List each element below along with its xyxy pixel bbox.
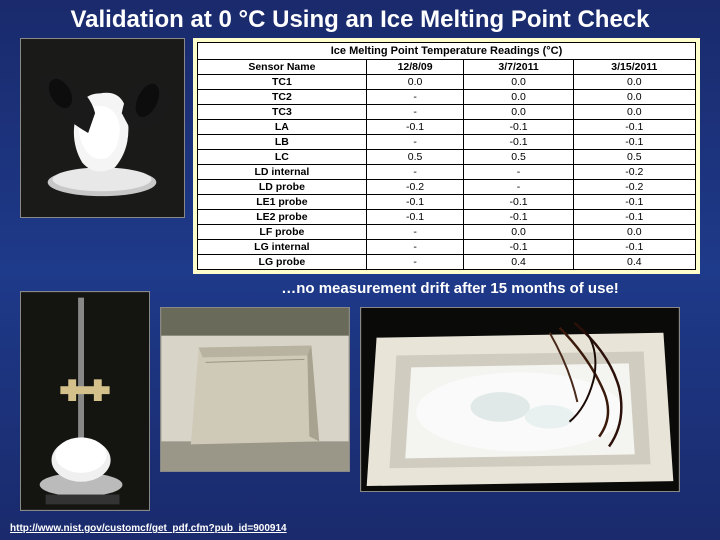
table-row: LE1 probe-0.1-0.1-0.1 bbox=[198, 195, 696, 210]
sensor-name-cell: LD probe bbox=[198, 180, 367, 195]
sensor-name-cell: LC bbox=[198, 150, 367, 165]
value-cell: 0.0 bbox=[464, 75, 573, 90]
value-cell: -0.1 bbox=[464, 120, 573, 135]
value-cell: - bbox=[366, 240, 464, 255]
value-cell: 0.0 bbox=[573, 90, 695, 105]
column-header: Sensor Name bbox=[198, 60, 367, 75]
value-cell: 0.0 bbox=[366, 75, 464, 90]
table-row: LC0.50.50.5 bbox=[198, 150, 696, 165]
table-row: LA-0.1-0.1-0.1 bbox=[198, 120, 696, 135]
value-cell: 0.0 bbox=[573, 75, 695, 90]
value-cell: 0.0 bbox=[464, 225, 573, 240]
table-row: LF probe-0.00.0 bbox=[198, 225, 696, 240]
table-row: TC10.00.00.0 bbox=[198, 75, 696, 90]
photo-ice-cooler bbox=[360, 307, 680, 492]
sensor-name-cell: LG internal bbox=[198, 240, 367, 255]
table-row: LB--0.1-0.1 bbox=[198, 135, 696, 150]
photo-ice-hand bbox=[20, 38, 185, 218]
sensor-name-cell: LE2 probe bbox=[198, 210, 367, 225]
value-cell: -0.1 bbox=[573, 195, 695, 210]
value-cell: -0.1 bbox=[366, 210, 464, 225]
column-header: 12/8/09 bbox=[366, 60, 464, 75]
table-row: TC2-0.00.0 bbox=[198, 90, 696, 105]
sensor-name-cell: TC2 bbox=[198, 90, 367, 105]
table-row: LD internal---0.2 bbox=[198, 165, 696, 180]
value-cell: -0.1 bbox=[366, 120, 464, 135]
citation-link[interactable]: http://www.nist.gov/customcf/get_pdf.cfm… bbox=[10, 523, 287, 534]
value-cell: - bbox=[464, 180, 573, 195]
photo-foam-box bbox=[160, 307, 350, 472]
sensor-name-cell: LA bbox=[198, 120, 367, 135]
value-cell: -0.2 bbox=[573, 165, 695, 180]
value-cell: - bbox=[366, 225, 464, 240]
table-row: LD probe-0.2--0.2 bbox=[198, 180, 696, 195]
value-cell: -0.1 bbox=[464, 195, 573, 210]
value-cell: 0.0 bbox=[464, 105, 573, 120]
value-cell: -0.1 bbox=[464, 135, 573, 150]
value-cell: 0.5 bbox=[573, 150, 695, 165]
upper-row: Ice Melting Point Temperature Readings (… bbox=[0, 38, 720, 274]
table-row: LG internal--0.1-0.1 bbox=[198, 240, 696, 255]
value-cell: - bbox=[464, 165, 573, 180]
caption-text: …no measurement drift after 15 months of… bbox=[180, 280, 720, 297]
table-row: LE2 probe-0.1-0.1-0.1 bbox=[198, 210, 696, 225]
value-cell: -0.1 bbox=[573, 120, 695, 135]
value-cell: 0.5 bbox=[464, 150, 573, 165]
value-cell: -0.1 bbox=[573, 240, 695, 255]
photo-lab-stand bbox=[20, 291, 150, 511]
value-cell: -0.2 bbox=[573, 180, 695, 195]
sensor-name-cell: LD internal bbox=[198, 165, 367, 180]
sensor-name-cell: TC3 bbox=[198, 105, 367, 120]
sensor-name-cell: LF probe bbox=[198, 225, 367, 240]
sensor-name-cell: LG probe bbox=[198, 255, 367, 270]
value-cell: - bbox=[366, 135, 464, 150]
readings-table: Ice Melting Point Temperature Readings (… bbox=[197, 42, 696, 270]
slide-title: Validation at 0 °C Using an Ice Melting … bbox=[0, 0, 720, 38]
table-row: LG probe-0.40.4 bbox=[198, 255, 696, 270]
lower-row bbox=[0, 301, 720, 511]
column-header: 3/7/2011 bbox=[464, 60, 573, 75]
value-cell: - bbox=[366, 165, 464, 180]
data-table-container: Ice Melting Point Temperature Readings (… bbox=[193, 38, 700, 274]
value-cell: 0.0 bbox=[464, 90, 573, 105]
column-header: 3/15/2011 bbox=[573, 60, 695, 75]
value-cell: -0.1 bbox=[573, 135, 695, 150]
sensor-name-cell: LE1 probe bbox=[198, 195, 367, 210]
sensor-name-cell: LB bbox=[198, 135, 367, 150]
table-row: TC3-0.00.0 bbox=[198, 105, 696, 120]
table-title: Ice Melting Point Temperature Readings (… bbox=[198, 43, 696, 60]
value-cell: 0.0 bbox=[573, 105, 695, 120]
value-cell: - bbox=[366, 255, 464, 270]
value-cell: -0.2 bbox=[366, 180, 464, 195]
value-cell: 0.5 bbox=[366, 150, 464, 165]
value-cell: - bbox=[366, 90, 464, 105]
value-cell: -0.1 bbox=[366, 195, 464, 210]
value-cell: -0.1 bbox=[464, 240, 573, 255]
value-cell: 0.4 bbox=[573, 255, 695, 270]
value-cell: -0.1 bbox=[573, 210, 695, 225]
value-cell: - bbox=[366, 105, 464, 120]
value-cell: 0.0 bbox=[573, 225, 695, 240]
sensor-name-cell: TC1 bbox=[198, 75, 367, 90]
value-cell: 0.4 bbox=[464, 255, 573, 270]
value-cell: -0.1 bbox=[464, 210, 573, 225]
